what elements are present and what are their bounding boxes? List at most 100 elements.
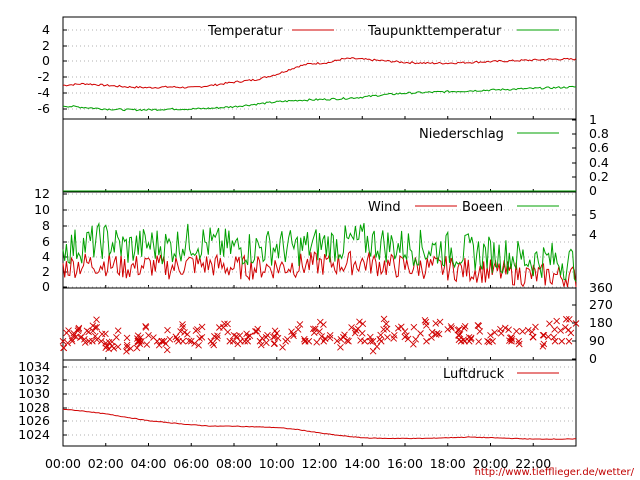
data-point [158,337,166,345]
data-point [271,327,279,335]
data-point [114,343,122,351]
data-point [246,332,254,340]
data-point [184,331,191,338]
x-tick-label: 06:00 [173,456,209,471]
data-point [553,317,560,325]
data-point [551,337,559,345]
data-point [75,324,83,332]
data-point [257,341,265,349]
data-point [264,331,271,339]
data-point [138,337,145,345]
y-tick-label: 1032 [18,372,50,387]
data-point [475,338,483,345]
y-right-tick-label: 0 [589,183,597,198]
data-point [505,326,512,334]
data-point [316,318,324,326]
x-tick-label: 02:00 [88,456,124,471]
data-point [198,333,206,341]
y-tick-label: 1026 [18,413,50,428]
data-point [93,336,101,343]
data-point [282,337,289,345]
data-point [508,334,515,341]
legend-label: Luftdruck [443,367,505,382]
data-point [224,328,232,336]
data-point [177,328,184,335]
data-point [195,341,202,349]
data-point [513,327,520,335]
data-point [185,337,193,345]
data-point [497,330,505,337]
legend-label: Temperatur [207,24,283,39]
legend-label: Taupunkttemperatur [367,24,502,39]
data-point [194,326,201,333]
y-right-tick-label: 0.6 [589,140,609,155]
data-point [417,330,424,337]
y-tick-label: 6 [42,234,50,249]
data-point [226,337,234,345]
data-point [528,328,536,336]
data-point [540,332,548,339]
data-point [211,332,218,340]
x-tick-label: 08:00 [216,456,252,471]
data-point [207,337,215,345]
data-point [337,344,344,351]
data-point [221,320,228,328]
x-tick-label: 14:00 [344,456,380,471]
data-point [135,337,143,345]
data-point [78,333,85,341]
series-line [62,57,577,89]
data-point [213,335,221,342]
data-point [565,316,573,323]
data-point [123,341,131,349]
data-point [565,326,572,334]
y-right-tick-label: 4 [589,227,597,242]
data-point [484,337,491,345]
data-point [352,327,360,334]
y-tick-label: 4 [42,249,50,264]
y-right-tick-label: 270 [589,297,613,312]
y-right-tick-label: 5 [589,207,597,222]
data-point [410,323,418,331]
data-point [93,323,101,331]
data-point [476,328,484,335]
y-tick-label: 2 [42,38,50,53]
data-point [369,337,377,345]
data-point [448,324,455,332]
y-tick-label: 2 [42,264,50,279]
y-tick-label: 4 [42,22,50,37]
data-point [162,340,170,348]
y-tick-label: 8 [42,218,50,233]
y-right-tick-label: 1 [589,112,597,127]
data-point [369,347,377,355]
data-point [70,330,78,337]
data-point [401,328,409,335]
data-point [340,333,347,341]
data-point [380,315,388,323]
data-point [412,335,420,343]
x-tick-label: 04:00 [130,456,166,471]
data-point [539,331,547,339]
data-point [98,330,106,338]
data-point [175,337,182,345]
data-point [114,327,122,334]
data-point [263,339,270,347]
data-point [300,335,308,343]
data-point [105,338,113,346]
data-point [179,321,186,328]
data-point [361,337,368,345]
data-point [546,320,553,328]
data-point [561,324,569,331]
data-point [357,337,364,344]
data-point [108,342,116,350]
data-point [310,329,318,337]
data-point [318,333,326,340]
data-point [63,329,70,337]
data-point [436,318,444,326]
data-point [551,326,558,333]
data-point [454,326,462,334]
data-point [279,343,286,351]
data-point [501,324,509,332]
data-point [377,337,385,345]
data-point [397,323,405,331]
data-point [313,338,321,346]
